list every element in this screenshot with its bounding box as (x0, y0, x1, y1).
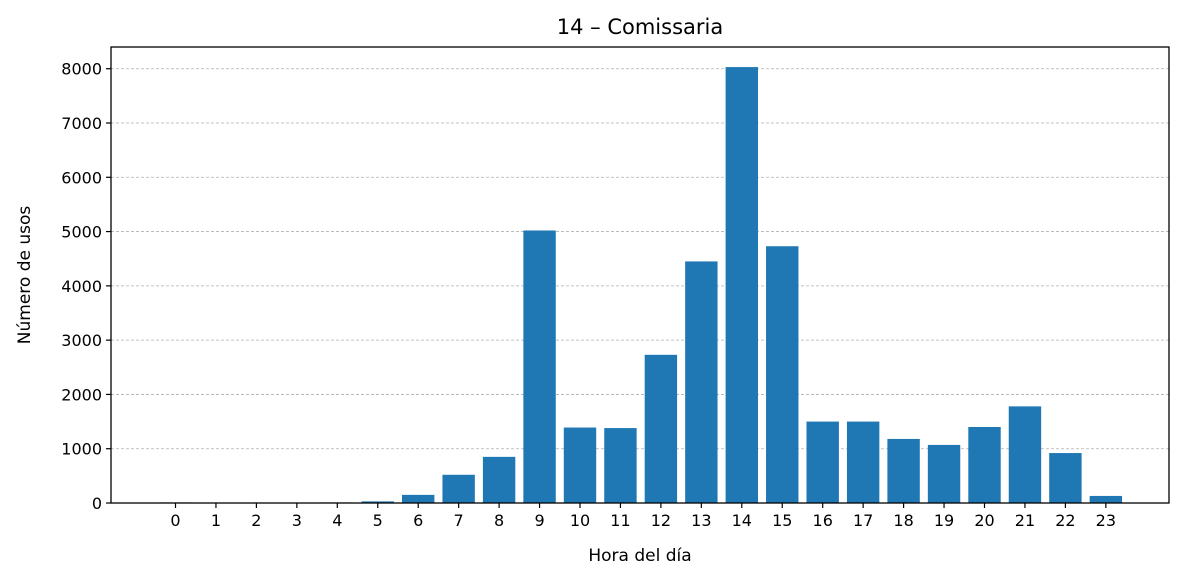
y-axis-label: Número de usos (15, 206, 35, 345)
x-tick-label: 20 (974, 511, 994, 530)
y-tick-label: 0 (92, 494, 102, 513)
x-tick-label: 11 (610, 511, 630, 530)
x-axis: 0 1 2 3 4 5 6 7 8 9 10 11 12 13 14 15 16 17 18 19 20 21 22 23 (170, 503, 1116, 530)
bar-hour-15 (766, 246, 799, 503)
y-tick-label: 2000 (61, 385, 102, 404)
x-tick-label: 0 (170, 511, 180, 530)
y-tick-label: 1000 (61, 440, 102, 459)
x-tick-label: 19 (934, 511, 954, 530)
y-axis: 0 1000 2000 3000 4000 5000 6000 7000 8000 (61, 60, 111, 513)
bars (159, 67, 1123, 503)
chart-title: 14 – Comissaria (557, 15, 723, 39)
bar-hour-19 (927, 444, 961, 503)
x-tick-label: 1 (211, 511, 221, 530)
bar-hour-8 (482, 456, 516, 503)
bar-hour-16 (806, 421, 839, 503)
bar-hour-5 (361, 501, 394, 503)
plot-frame (110, 46, 1170, 504)
x-tick-label: 23 (1096, 511, 1116, 530)
bar-hour-7 (442, 474, 475, 503)
x-tick-label: 2 (251, 511, 261, 530)
x-tick-label: 9 (534, 511, 544, 530)
x-tick-label: 13 (691, 511, 711, 530)
x-tick-label: 4 (332, 511, 342, 530)
y-tick-label: 3000 (61, 331, 102, 350)
bar-hour-14 (725, 67, 758, 503)
x-tick-label: 12 (651, 511, 671, 530)
x-tick-label: 17 (853, 511, 873, 530)
x-tick-label: 22 (1055, 511, 1075, 530)
x-tick-label: 10 (570, 511, 590, 530)
y-tick-label: 8000 (61, 60, 102, 79)
bar-hour-10 (563, 427, 597, 503)
x-tick-label: 3 (292, 511, 302, 530)
x-axis-label: Hora del día (588, 546, 691, 566)
y-tick-label: 4000 (61, 277, 102, 296)
x-tick-label: 8 (494, 511, 504, 530)
bar-hour-9 (523, 230, 556, 503)
x-tick-label: 14 (732, 511, 752, 530)
y-tick-label: 6000 (61, 168, 102, 187)
x-tick-label: 16 (813, 511, 833, 530)
bar-hour-6 (402, 494, 435, 503)
y-tick-label: 5000 (61, 223, 102, 242)
bar-hour-22 (1049, 453, 1082, 503)
y-tick-label: 7000 (61, 114, 102, 133)
bar-hour-13 (685, 261, 718, 503)
x-tick-label: 18 (893, 511, 913, 530)
x-tick-label: 21 (1015, 511, 1035, 530)
bar-hour-11 (604, 428, 637, 503)
bar-hour-20 (968, 427, 1001, 503)
bar-hour-21 (1008, 406, 1042, 503)
x-tick-label: 15 (772, 511, 792, 530)
x-tick-label: 6 (413, 511, 423, 530)
bar-hour-17 (846, 421, 880, 503)
x-tick-label: 5 (373, 511, 383, 530)
bar-hour-18 (887, 438, 920, 503)
bar-hour-23 (1089, 495, 1123, 503)
bar-hour-12 (644, 354, 678, 503)
x-tick-label: 7 (454, 511, 464, 530)
